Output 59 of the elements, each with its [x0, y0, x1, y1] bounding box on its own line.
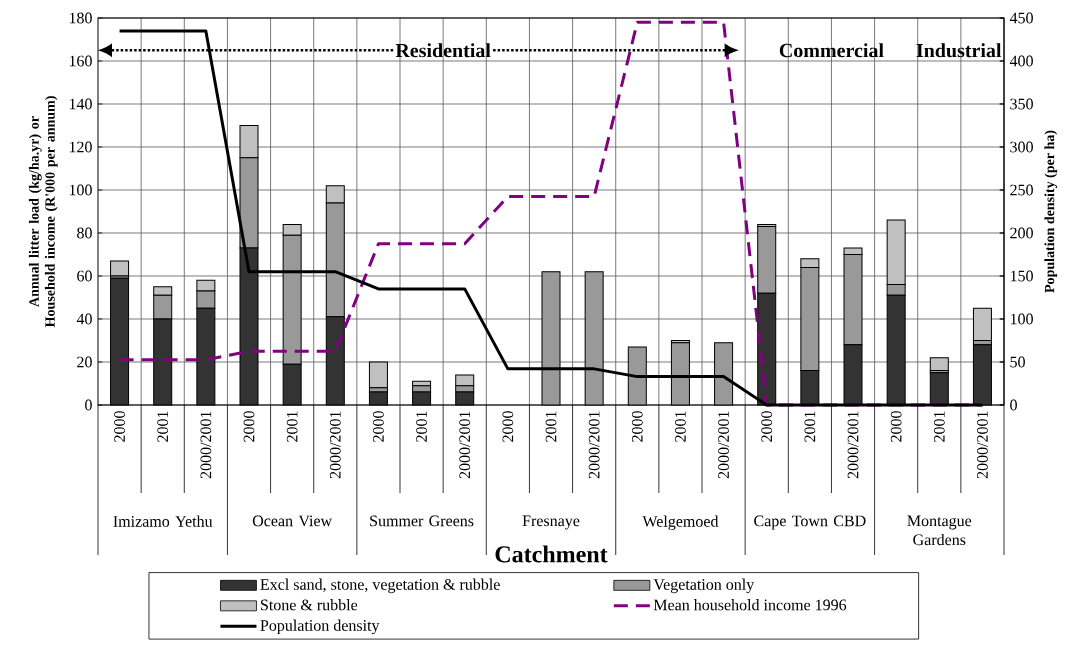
text: Cape Town CBD [754, 515, 866, 530]
y2-tick-label: 200 [1010, 227, 1033, 239]
text: Fresnaye [522, 515, 580, 530]
y-tick-label: 0 [85, 399, 92, 411]
y2-tick-label: 350 [1010, 98, 1033, 110]
annotation: Industrial [916, 43, 1002, 58]
x-tick-label: 2001 [804, 411, 816, 442]
y2-tick-label: 250 [1010, 184, 1033, 196]
x-tick-label: 2000/2001 [977, 411, 988, 479]
annotation: Residential [395, 43, 491, 58]
x-tick-label: 2001 [545, 411, 557, 442]
x-tick-label: 2000 [502, 411, 514, 442]
text: Welgemoed [642, 515, 719, 531]
legend-label: Stone & rubble [261, 599, 358, 611]
x-tick-label: 2000/2001 [200, 411, 212, 479]
legend-label: Vegetation only [653, 578, 755, 594]
x-tick-label: 2000 [761, 411, 773, 442]
x-tick-label: 2000 [373, 411, 384, 442]
y2-tick-label: 300 [1010, 141, 1033, 153]
x-tick-label: 2001 [675, 411, 686, 442]
y2-tick-label: 450 [1009, 12, 1033, 24]
legend-label: Excl sand, stone, vegetation & rubble [260, 578, 500, 594]
x-tick-label: 2001 [286, 411, 298, 442]
y2-tick-label: 150 [1010, 270, 1033, 282]
text: Montague Gardens [907, 515, 972, 546]
y2-axis-title: Population density (per ha) [1044, 130, 1058, 293]
y-axis-title: Annual litter load (kg/ha.yr) or Household income (R'000 per annum) [28, 96, 58, 328]
y-tick-label: 160 [69, 55, 92, 67]
legend-label: Population density [260, 619, 380, 635]
x-tick-label: 2000 [890, 411, 902, 442]
y-tick-label: 60 [77, 270, 92, 282]
x-tick-label: 2000 [114, 411, 125, 442]
x-tick-label: 2000/2001 [329, 411, 341, 479]
y2-tick-label: 400 [1009, 55, 1033, 67]
annotation: Commercial [779, 43, 884, 58]
y-tick-label: 40 [76, 313, 92, 325]
y-tick-label: 100 [69, 184, 92, 196]
text: Ocean View [252, 515, 333, 527]
legend-label: Mean household income 1996 [653, 599, 847, 611]
x-tick-label: 2000/2001 [459, 411, 471, 479]
y-tick-label: 20 [77, 356, 92, 368]
x-tick-label: 2000/2001 [847, 411, 859, 479]
text: Imizamo Yethu [113, 515, 213, 527]
x-tick-label: 2001 [933, 411, 945, 442]
x-tick-label: 2000/2001 [588, 411, 600, 479]
x-tick-label: 2001 [416, 411, 427, 442]
y2-tick-label: 50 [1010, 356, 1025, 368]
y2-tick-label: 100 [1010, 313, 1033, 325]
y-tick-label: 180 [69, 12, 92, 24]
y-tick-label: 80 [77, 227, 92, 239]
text: Summer Greens [370, 515, 474, 527]
x-tick-label: 2000 [631, 411, 643, 442]
y-tick-label: 120 [69, 141, 92, 153]
y-tick-label: 140 [69, 98, 92, 110]
x-tick-label: 2000 [243, 411, 255, 442]
x-tick-label: 2000/2001 [718, 411, 729, 479]
y2-tick-label: 0 [1010, 399, 1017, 411]
x-tick-label: 2001 [157, 411, 169, 442]
x-axis-title: Catchment [495, 545, 608, 563]
